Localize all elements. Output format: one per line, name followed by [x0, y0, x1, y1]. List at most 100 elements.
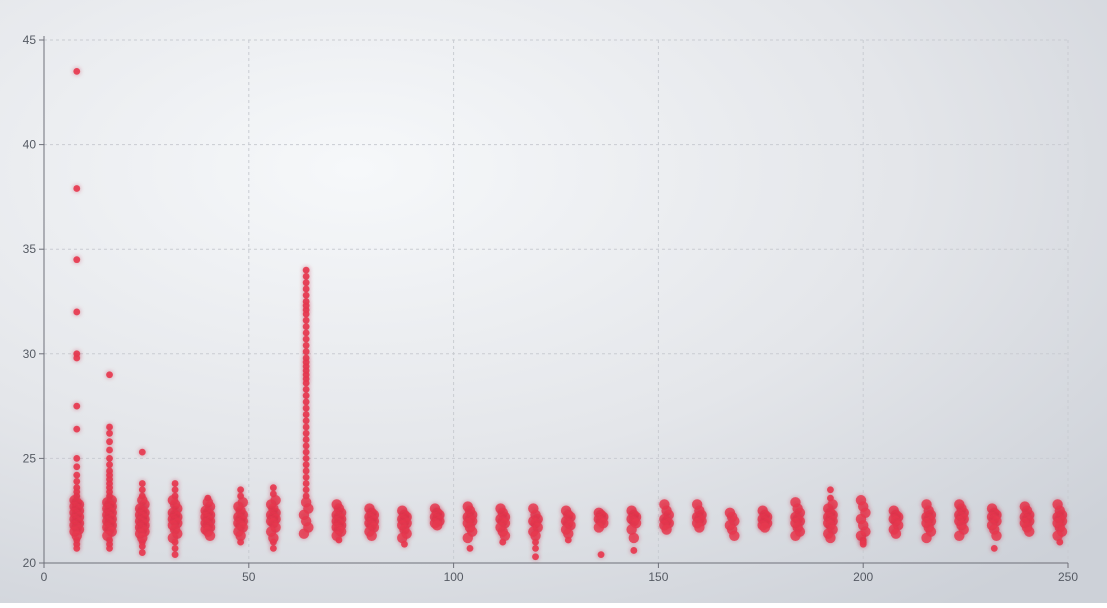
data-point: [73, 455, 81, 462]
data-point: [73, 308, 81, 316]
data-point: [563, 528, 574, 539]
data-point: [73, 463, 81, 471]
data-point: [106, 429, 113, 437]
data-point: [990, 544, 998, 552]
data-point: [593, 522, 605, 533]
data-point: [499, 530, 511, 542]
grid-layer: [44, 39, 1069, 563]
y-tick-label: 40: [23, 138, 37, 152]
data-point: [401, 540, 408, 548]
data-point: [302, 461, 310, 469]
data-point: [138, 542, 146, 550]
data-point: [269, 484, 277, 492]
data-point: [1052, 530, 1063, 542]
data-point: [432, 520, 443, 531]
x-tick-label: 0: [41, 570, 48, 584]
data-point: [106, 461, 113, 469]
data-point: [302, 285, 310, 293]
data-point: [73, 425, 81, 433]
data-point: [397, 532, 408, 544]
data-point: [859, 540, 867, 548]
data-point: [729, 530, 740, 542]
x-tick-label: 250: [1058, 570, 1078, 584]
data-point: [626, 524, 637, 535]
data-point: [171, 538, 179, 546]
data-point: [237, 486, 245, 494]
data-point: [73, 402, 81, 410]
data-point: [335, 536, 343, 544]
data-point: [73, 471, 81, 479]
data-point: [73, 67, 81, 75]
data-point: [532, 538, 539, 546]
data-point: [302, 448, 310, 456]
data-point: [302, 348, 310, 356]
data-point: [991, 530, 1002, 542]
data-point: [73, 354, 81, 362]
data-point: [302, 379, 310, 387]
data-point: [73, 185, 81, 192]
x-tick-label: 50: [242, 570, 256, 584]
data-point: [302, 392, 310, 400]
data-point: [302, 272, 310, 280]
data-point: [827, 486, 834, 494]
data-point: [302, 486, 310, 494]
data-point: [204, 530, 216, 542]
data-point: [302, 417, 310, 425]
data-point: [302, 442, 310, 450]
data-point: [532, 553, 539, 561]
data-point: [462, 532, 473, 544]
data-point: [302, 310, 310, 318]
data-point: [269, 538, 277, 546]
data-point: [954, 530, 965, 542]
data-point: [302, 342, 310, 349]
data-point: [269, 544, 277, 552]
y-tick-label: 35: [23, 242, 37, 256]
data-point: [302, 455, 310, 462]
data-point: [237, 538, 245, 546]
data-point: [302, 467, 310, 475]
data-point: [138, 486, 146, 494]
data-point: [825, 532, 836, 544]
data-point: [302, 316, 310, 324]
data-point: [73, 478, 81, 485]
data-point: [138, 480, 146, 487]
data-point: [532, 544, 539, 552]
data-point: [302, 398, 310, 406]
x-tick-label: 100: [444, 570, 464, 584]
y-tick-label: 45: [23, 33, 37, 47]
data-point: [694, 522, 705, 533]
data-point: [302, 480, 310, 487]
data-point: [73, 256, 81, 264]
data-point: [171, 551, 179, 559]
data-point: [171, 486, 179, 494]
data-point: [1024, 526, 1035, 537]
data-point: [73, 544, 81, 552]
y-tick-label: 30: [23, 347, 37, 361]
data-point: [138, 448, 146, 456]
data-point: [302, 266, 310, 274]
data-point: [759, 522, 771, 533]
data-point: [597, 551, 605, 559]
data-point: [302, 423, 310, 431]
data-point: [171, 544, 179, 552]
data-point: [366, 530, 377, 542]
data-point: [302, 291, 310, 299]
data-point: [298, 528, 310, 539]
y-tick-label: 20: [23, 556, 37, 570]
data-point: [302, 329, 310, 337]
data-point: [790, 530, 801, 542]
data-point: [302, 429, 310, 437]
axis-layer: 0 50 100 150 200 250 20 25 30 35 40 45: [23, 33, 1079, 584]
data-point: [530, 530, 541, 542]
data-point: [302, 279, 310, 287]
data-point: [499, 538, 507, 546]
data-point: [302, 323, 310, 331]
points-layer: [69, 67, 1068, 561]
data-point: [235, 530, 246, 542]
data-point: [106, 446, 113, 454]
data-point: [564, 536, 572, 544]
x-tick-label: 200: [853, 570, 873, 584]
